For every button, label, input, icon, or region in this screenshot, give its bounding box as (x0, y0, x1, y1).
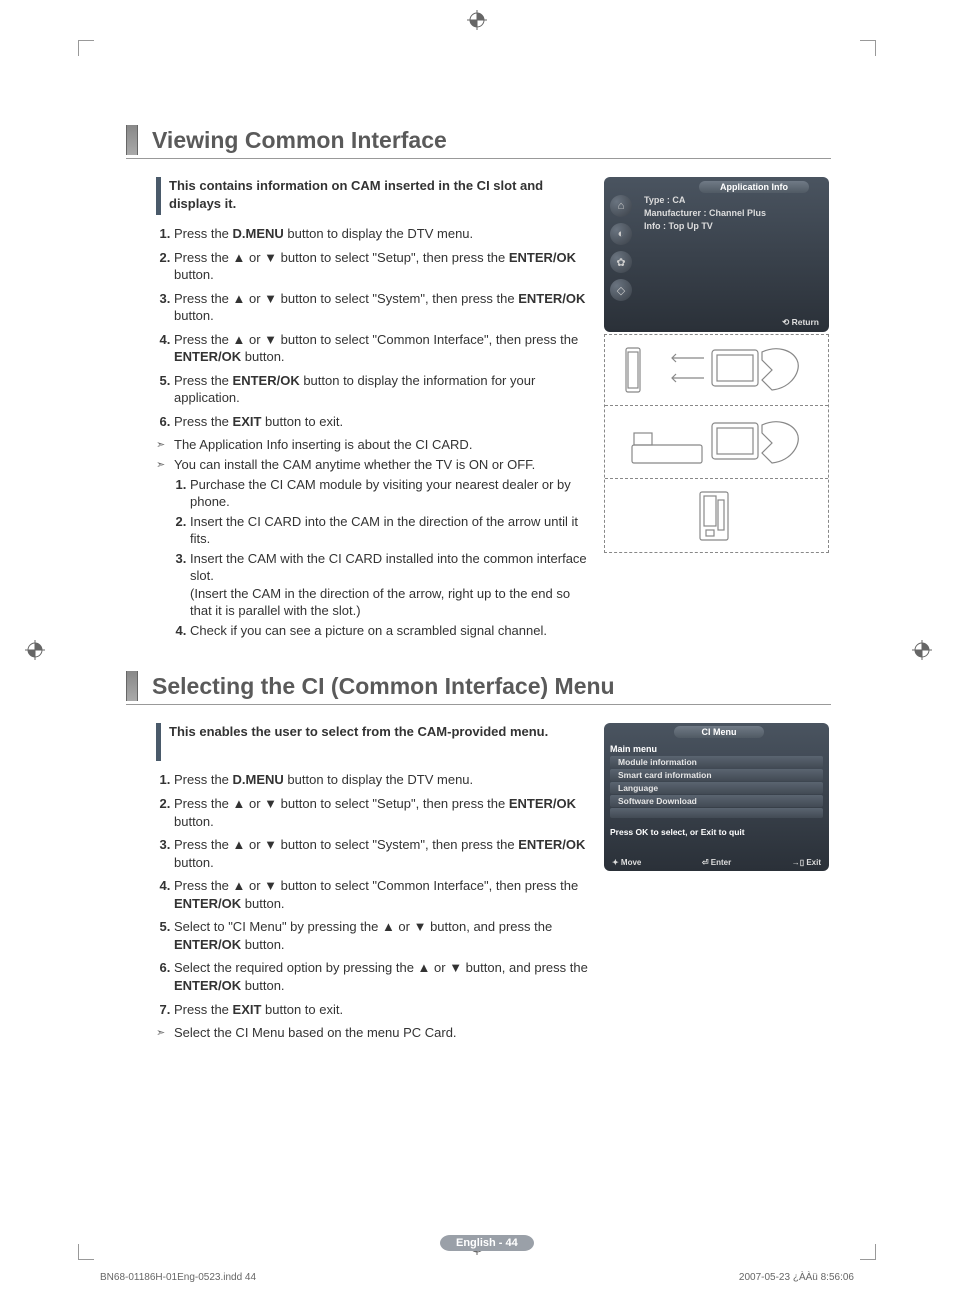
osd-main-menu-label: Main menu (610, 744, 657, 754)
substep-item: Check if you can see a picture on a scra… (190, 622, 594, 640)
illustration-slot (611, 484, 822, 546)
application-info-screenshot: Application Info ⌂ ◐ ✿ ◇ Type : CA Manuf… (604, 177, 829, 332)
circle-icon: ◐ (610, 223, 632, 245)
heading-bar-icon (126, 125, 138, 155)
footer-timestamp: 2007-05-23 ¿ÀÀü 8:56:06 (739, 1272, 854, 1283)
substep-item: Insert the CI CARD into the CAM in the d… (190, 513, 594, 548)
osd-field-info: Info : Top Up TV (644, 221, 766, 231)
note-item: Select the CI Menu based on the menu PC … (156, 1024, 594, 1042)
registration-mark-icon (467, 10, 487, 30)
substep-item: Purchase the CI CAM module by visiting y… (190, 476, 594, 511)
osd-footer-move: ✦ Move (612, 858, 641, 867)
step-item: Select to "CI Menu" by pressing the ▲ or… (174, 918, 594, 953)
step-item: Select the required option by pressing t… (174, 959, 594, 994)
footer-filename: BN68-01186H-01Eng-0523.indd 44 (100, 1272, 256, 1283)
illustration-insert-cam (611, 411, 822, 473)
section-1-title: Viewing Common Interface (152, 127, 447, 154)
osd-menu-item: Module information (610, 756, 823, 768)
note-item: You can install the CAM anytime whether … (156, 456, 594, 639)
registration-mark-icon (25, 640, 45, 660)
osd-hint: Press OK to select, or Exit to quit (610, 827, 745, 837)
registration-mark-icon (912, 640, 932, 660)
section-2-heading: Selecting the CI (Common Interface) Menu (126, 671, 831, 705)
step-item: Press the ▲ or ▼ button to select "Syste… (174, 836, 594, 871)
osd-menu-item: Smart card information (610, 769, 823, 781)
illustration-insert-card (611, 338, 822, 400)
page-content: Viewing Common Interface This contains i… (126, 125, 831, 1074)
step-item: Press the EXIT button to exit. (174, 413, 594, 431)
section-1-heading: Viewing Common Interface (126, 125, 831, 159)
section-2-intro: This enables the user to select from the… (169, 723, 548, 761)
step-item: Press the ▲ or ▼ button to select "Commo… (174, 877, 594, 912)
osd-field-type: Type : CA (644, 195, 766, 205)
step-item: Press the D.MENU button to display the D… (174, 225, 594, 243)
substep-item: Insert the CAM with the CI CARD installe… (190, 550, 594, 620)
section-1-intro: This contains information on CAM inserte… (169, 177, 594, 215)
step-item: Press the ▲ or ▼ button to select "Setup… (174, 795, 594, 830)
globe-icon: ⌂ (610, 195, 632, 217)
osd-menu-item: Language (610, 782, 823, 794)
setup-icon: ◇ (610, 279, 632, 301)
step-item: Press the EXIT button to exit. (174, 1001, 594, 1019)
installation-illustrations (604, 334, 829, 553)
gear-icon: ✿ (610, 251, 632, 273)
osd-menu-item-blank (610, 808, 823, 818)
section-2-text: This enables the user to select from the… (156, 723, 594, 1043)
osd-menu-item: Software Download (610, 795, 823, 807)
ci-menu-screenshot: CI Menu Main menu Module informationSmar… (604, 723, 829, 871)
step-item: Press the ▲ or ▼ button to select "Commo… (174, 331, 594, 366)
step-item: Press the D.MENU button to display the D… (174, 771, 594, 789)
intro-bar-icon (156, 177, 161, 215)
intro-bar-icon (156, 723, 161, 761)
osd-sidebar: ⌂ ◐ ✿ ◇ (610, 195, 636, 307)
osd-title: Application Info (699, 181, 809, 193)
osd-field-manufacturer: Manufacturer : Channel Plus (644, 208, 766, 218)
step-item: Press the ▲ or ▼ button to select "Syste… (174, 290, 594, 325)
osd-footer-exit: →▯ Exit (792, 858, 821, 867)
osd-title: CI Menu (674, 726, 764, 738)
page-number-badge: English - 44 (440, 1235, 534, 1251)
note-item: The Application Info inserting is about … (156, 436, 594, 454)
osd-return-label: ⟲ Return (782, 317, 819, 328)
step-item: Press the ENTER/OK button to display the… (174, 372, 594, 407)
heading-bar-icon (126, 671, 138, 701)
section-1-text: This contains information on CAM inserte… (156, 177, 594, 641)
section-2-title: Selecting the CI (Common Interface) Menu (152, 673, 615, 700)
osd-footer-enter: ⏎ Enter (702, 858, 731, 867)
step-item: Press the ▲ or ▼ button to select "Setup… (174, 249, 594, 284)
